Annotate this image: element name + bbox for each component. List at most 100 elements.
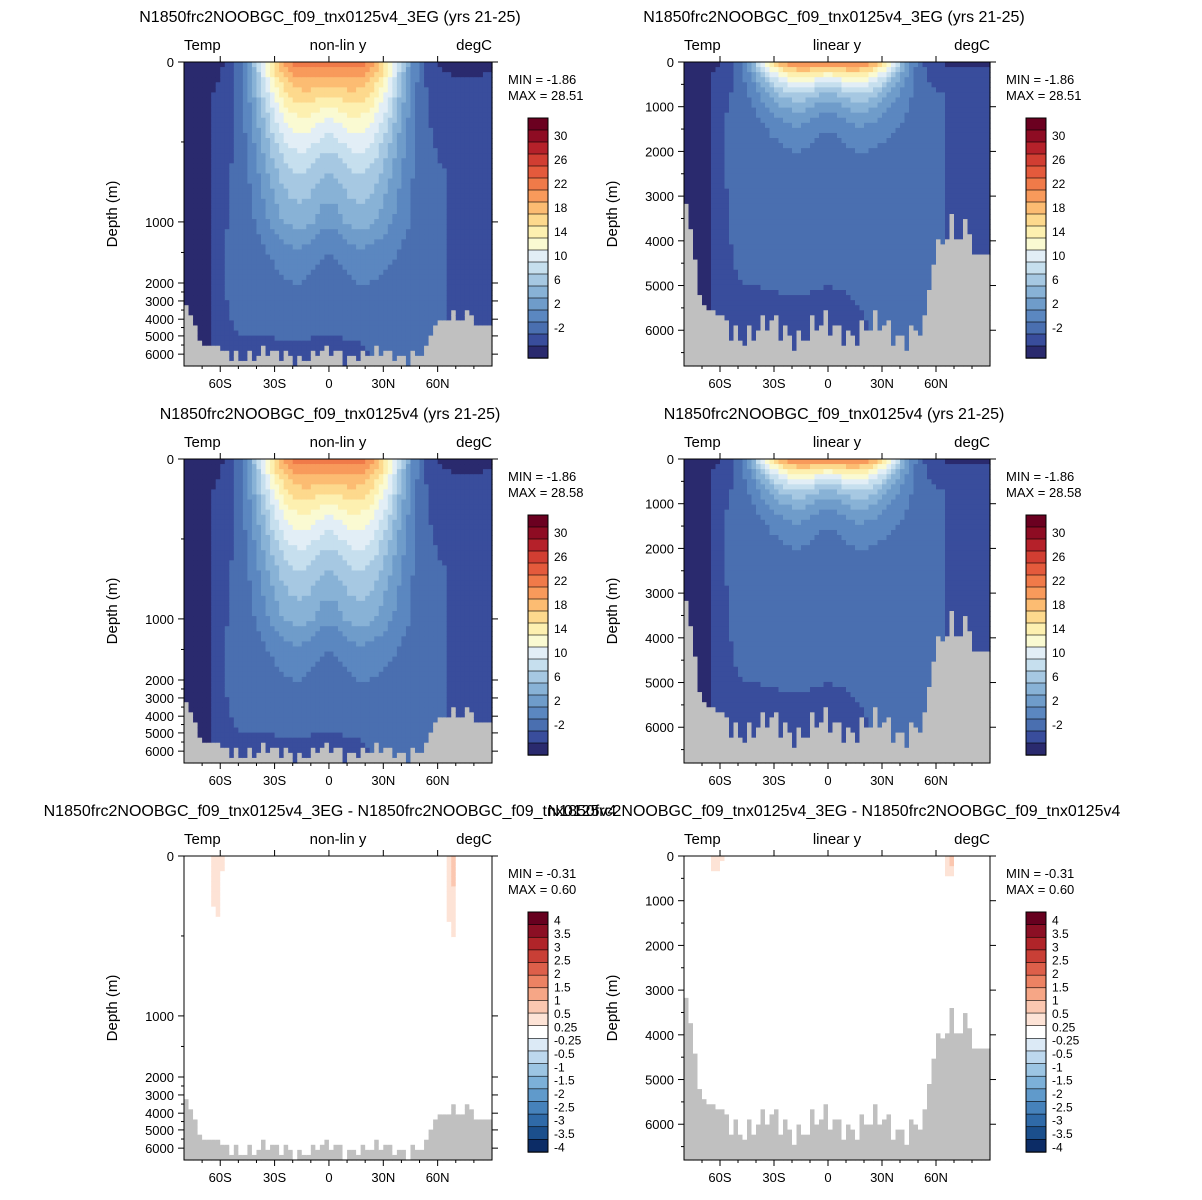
field-cell xyxy=(324,97,330,104)
field-cell xyxy=(383,153,389,159)
field-cell xyxy=(211,92,217,99)
field-cell xyxy=(247,224,253,230)
field-cell xyxy=(693,350,699,357)
field-cell xyxy=(715,178,721,185)
field-cell xyxy=(410,320,416,327)
field-cell xyxy=(419,360,425,367)
field-cell xyxy=(301,143,307,149)
field-cell xyxy=(424,178,430,185)
field-cell xyxy=(733,92,739,99)
field-cell xyxy=(360,229,366,235)
field-cell xyxy=(188,72,194,78)
field-cell xyxy=(265,279,271,286)
field-cell xyxy=(301,132,307,139)
field-cell xyxy=(405,67,412,73)
field-cell xyxy=(188,290,194,296)
field-cell xyxy=(724,163,730,169)
field-cell xyxy=(702,153,708,159)
field-cell xyxy=(347,203,353,210)
field-cell xyxy=(478,335,484,342)
field-cell xyxy=(437,244,443,251)
field-cell xyxy=(419,214,425,220)
field-cell xyxy=(383,87,389,93)
field-cell xyxy=(351,183,357,190)
field-cell xyxy=(224,274,230,281)
field-cell xyxy=(365,87,371,93)
field-cell xyxy=(215,229,221,235)
field-cell xyxy=(405,188,412,195)
field-cell xyxy=(697,198,703,205)
field-cell xyxy=(333,117,339,124)
field-cell xyxy=(419,279,425,286)
field-cell xyxy=(697,102,703,109)
field-cell xyxy=(446,274,452,281)
field-cell xyxy=(415,178,421,185)
field-cell xyxy=(738,214,744,220)
field-cell xyxy=(396,290,403,296)
field-cell xyxy=(424,77,430,83)
field-cell xyxy=(378,148,384,154)
field-cell xyxy=(319,208,326,215)
field-cell xyxy=(405,360,412,367)
field-cell xyxy=(261,193,267,200)
field-cell xyxy=(392,77,398,83)
field-cell xyxy=(197,284,203,291)
field-cell xyxy=(693,183,699,190)
field-cell xyxy=(460,92,466,99)
field-cell xyxy=(360,203,366,210)
field-cell xyxy=(469,203,475,210)
field-cell xyxy=(220,234,226,240)
field-cell xyxy=(251,284,258,291)
field-cell xyxy=(256,203,262,210)
field-cell xyxy=(197,168,203,175)
field-cell xyxy=(292,87,298,93)
field-cell xyxy=(220,279,226,286)
field-cell xyxy=(215,214,221,220)
field-cell xyxy=(360,330,366,337)
colorbar-label: 18 xyxy=(554,201,568,215)
field-cell xyxy=(229,117,235,124)
field-cell xyxy=(396,127,403,134)
field-cell xyxy=(356,148,362,154)
field-cell xyxy=(415,143,421,149)
field-cell xyxy=(310,340,316,347)
field-cell xyxy=(292,132,298,139)
field-cell xyxy=(347,82,353,88)
field-cell xyxy=(301,330,307,337)
field-cell xyxy=(428,208,434,215)
field-cell xyxy=(197,122,203,129)
field-cell xyxy=(301,295,307,301)
field-cell xyxy=(706,350,712,357)
field-cell xyxy=(487,203,493,210)
field-cell xyxy=(378,183,384,190)
field-cell xyxy=(487,360,493,367)
field-cell xyxy=(197,112,203,119)
field-cell xyxy=(478,214,484,220)
field-cell xyxy=(455,279,461,286)
field-cell xyxy=(251,214,258,220)
field-cell xyxy=(729,300,735,306)
field-cell xyxy=(424,360,430,367)
field-cell xyxy=(288,87,294,93)
field-cell xyxy=(297,300,303,306)
field-cell xyxy=(697,127,703,134)
field-cell xyxy=(288,198,294,205)
field-cell xyxy=(342,259,348,266)
field-cell xyxy=(319,290,326,296)
field-cell xyxy=(333,315,339,321)
field-cell xyxy=(279,274,285,281)
field-cell xyxy=(265,82,271,88)
field-cell xyxy=(333,290,339,296)
field-cell xyxy=(455,290,461,296)
field-cell xyxy=(324,92,330,99)
field-cell xyxy=(702,345,708,352)
field-cell xyxy=(315,143,321,149)
field-cell xyxy=(396,193,403,200)
field-cell xyxy=(369,127,375,134)
field-cell xyxy=(242,143,249,149)
field-cell xyxy=(706,214,712,220)
field-cell xyxy=(279,138,285,144)
field-cell xyxy=(256,132,262,139)
field-cell xyxy=(482,77,489,83)
field-cell xyxy=(424,315,430,321)
